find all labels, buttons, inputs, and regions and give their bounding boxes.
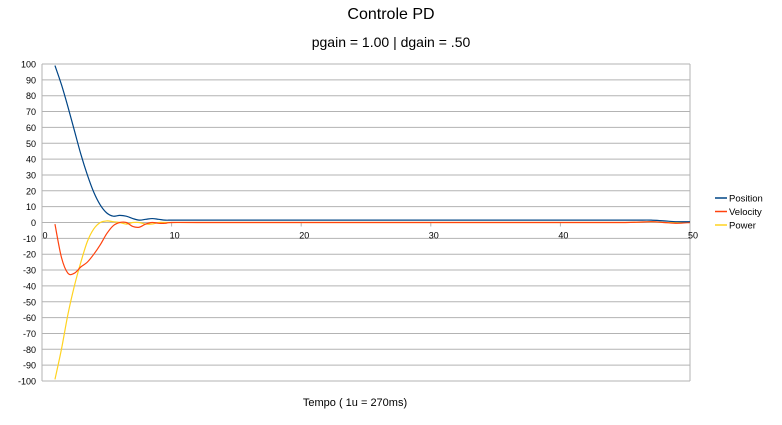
- x-tick-label: 40: [558, 231, 568, 241]
- y-tick-label: 100: [21, 60, 36, 70]
- y-tick-label: 10: [26, 202, 36, 212]
- y-tick-label: 40: [26, 155, 36, 165]
- x-axis-label: Tempo ( 1u = 270ms): [303, 397, 407, 409]
- legend: Position Velocity Power: [715, 194, 763, 232]
- y-axis-tick-labels: 1009080706050403020100-10-20-30-40-50-60…: [18, 60, 36, 387]
- series-layer: [54, 65, 691, 380]
- x-tick-label: 10: [170, 231, 180, 241]
- y-tick-label: 30: [26, 170, 36, 180]
- legend-label-velocity: Velocity: [729, 207, 762, 218]
- y-tick-label: -20: [23, 250, 36, 260]
- series-line-velocity: [54, 221, 691, 276]
- y-tick-label: 80: [26, 91, 36, 101]
- x-tick-label: 30: [429, 231, 439, 241]
- y-tick-label: -10: [23, 234, 36, 244]
- chart-title: Controle PD: [347, 6, 435, 23]
- legend-label-position: Position: [729, 194, 763, 205]
- y-tick-label: 90: [26, 75, 36, 85]
- y-tick-label: -30: [23, 266, 36, 276]
- x-tick-label: 50: [688, 231, 698, 241]
- legend-label-power: Power: [729, 221, 756, 232]
- y-tick-label: -40: [23, 281, 36, 291]
- y-tick-label: 20: [26, 186, 36, 196]
- x-tick-label: 0: [42, 231, 47, 241]
- y-tick-label: -90: [23, 361, 36, 371]
- x-tick-label: 20: [299, 231, 309, 241]
- chart-subtitle: pgain = 1.00 | dgain = .50: [311, 34, 471, 50]
- y-tick-label: -50: [23, 297, 36, 307]
- y-tick-label: -60: [23, 313, 36, 323]
- y-tick-label: -70: [23, 329, 36, 339]
- y-tick-label: -100: [18, 377, 36, 387]
- y-tick-label: 0: [31, 218, 36, 228]
- series-line-position: [54, 65, 691, 223]
- x-axis-tick-labels: 0 10 20 30 40 50: [42, 231, 698, 241]
- y-tick-label: -80: [23, 345, 36, 355]
- y-tick-label: 60: [26, 123, 36, 133]
- y-tick-label: 70: [26, 107, 36, 117]
- y-tick-label: 50: [26, 139, 36, 149]
- series-line-power: [54, 220, 690, 380]
